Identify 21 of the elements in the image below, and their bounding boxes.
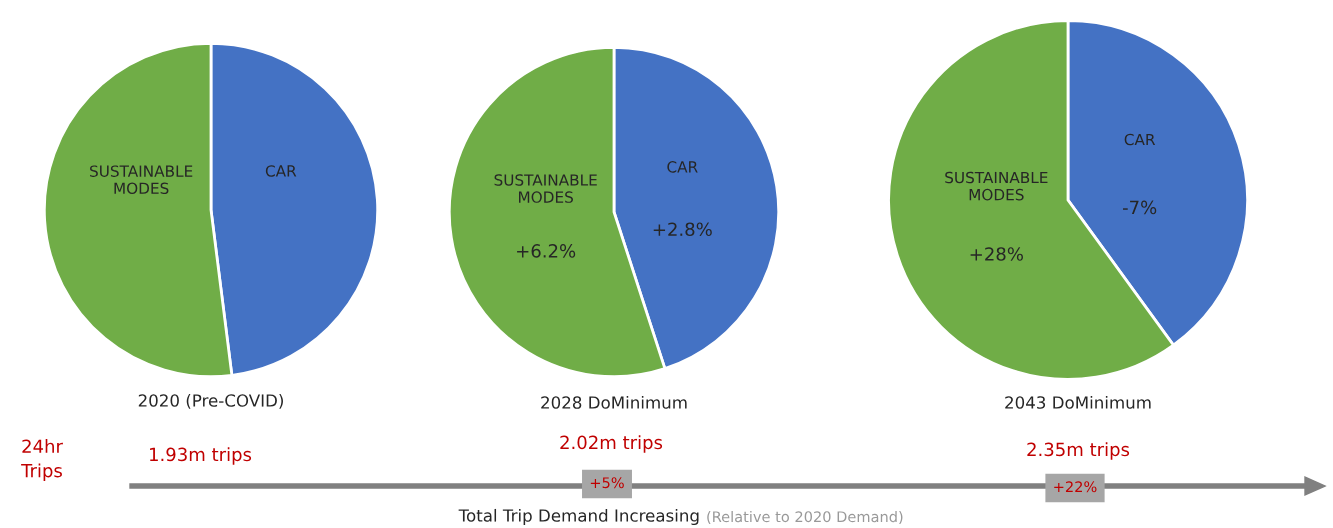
text: 2.02m trips [560, 435, 663, 453]
slice-label: CAR [1124, 133, 1156, 146]
text: +6.2% [517, 244, 576, 258]
slice-label: SUSTAINABLE MODES [90, 165, 193, 195]
text: 2043 DoMinimum [1005, 395, 1151, 409]
text: +28% [970, 247, 1023, 261]
text: 2.35m trips [1027, 442, 1130, 460]
text: 2028 DoMinimum [541, 395, 687, 409]
slice-label: CAR [265, 165, 297, 177]
text: Total Trip Demand Increasing [458, 508, 699, 526]
text: 24hr Trips [21, 439, 63, 481]
text: (Relative to 2020 Demand) [707, 510, 903, 524]
text: -7% [1122, 200, 1157, 215]
slice-label: SUSTAINABLE MODES [945, 171, 1048, 201]
slice-label: CAR [667, 161, 698, 173]
text: +2.8% [653, 222, 712, 237]
text: 2020 (Pre-COVID) [138, 393, 283, 409]
text: 1.93m trips [150, 447, 252, 465]
text: +5% [590, 477, 624, 489]
slice-label: SUSTAINABLE MODES [494, 174, 597, 203]
text: +22% [1054, 481, 1097, 493]
